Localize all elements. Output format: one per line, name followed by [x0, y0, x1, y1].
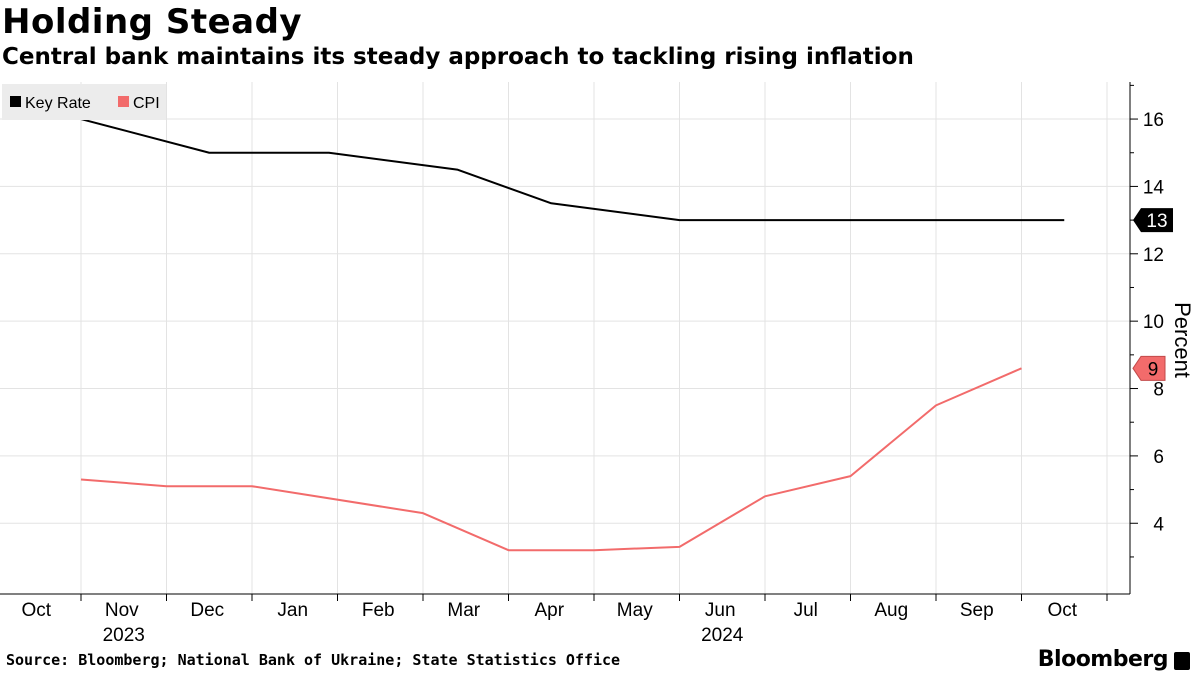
last-value-label: 9	[1148, 359, 1159, 380]
x-year-label: 2024	[701, 625, 744, 646]
x-tick-label: Mar	[447, 600, 480, 621]
chart-title: Holding Steady	[2, 2, 303, 42]
series-line-key-rate	[80, 118, 1065, 222]
x-tick-label: Apr	[534, 600, 564, 621]
last-value-tag	[1132, 355, 1166, 381]
legend-swatch	[118, 96, 129, 107]
bloomberg-terminal-icon	[1174, 652, 1190, 670]
x-tick-label: Sep	[960, 600, 994, 621]
y-tick-label: 16	[1143, 110, 1164, 131]
x-tick-label: Feb	[362, 600, 395, 621]
y-tick-label: 12	[1143, 245, 1164, 266]
source-note: Source: Bloomberg; National Bank of Ukra…	[6, 651, 621, 669]
x-year-label: 2023	[103, 625, 145, 646]
legend-label: CPI	[133, 95, 160, 112]
last-value-label: 13	[1146, 211, 1167, 232]
legend-swatch	[10, 96, 21, 107]
y-tick-label: 4	[1153, 514, 1164, 535]
x-tick-label: Jul	[794, 600, 818, 621]
chart-subtitle: Central bank maintains its steady approa…	[2, 44, 914, 70]
x-tick-label: Jan	[277, 600, 308, 621]
x-tick-label: Aug	[874, 600, 908, 621]
x-tick-label: Oct	[21, 600, 51, 621]
x-tick-label: Dec	[190, 600, 224, 621]
last-value-tag	[1133, 208, 1173, 233]
y-tick-label: 14	[1143, 177, 1165, 198]
y-tick-label: 10	[1143, 312, 1164, 333]
x-tick-label: Oct	[1047, 600, 1077, 621]
bloomberg-logo: Bloomberg	[1037, 647, 1169, 672]
x-tick-label: May	[617, 600, 653, 621]
x-tick-label: Nov	[105, 600, 139, 621]
x-tick-label: Jun	[705, 600, 736, 621]
y-axis-title: Percent	[1170, 302, 1195, 378]
legend-label: Key Rate	[25, 95, 91, 112]
y-tick-label: 6	[1153, 447, 1164, 468]
series-line-cpi	[80, 367, 1022, 552]
legend-box	[2, 84, 166, 120]
y-tick-label: 8	[1153, 380, 1164, 401]
